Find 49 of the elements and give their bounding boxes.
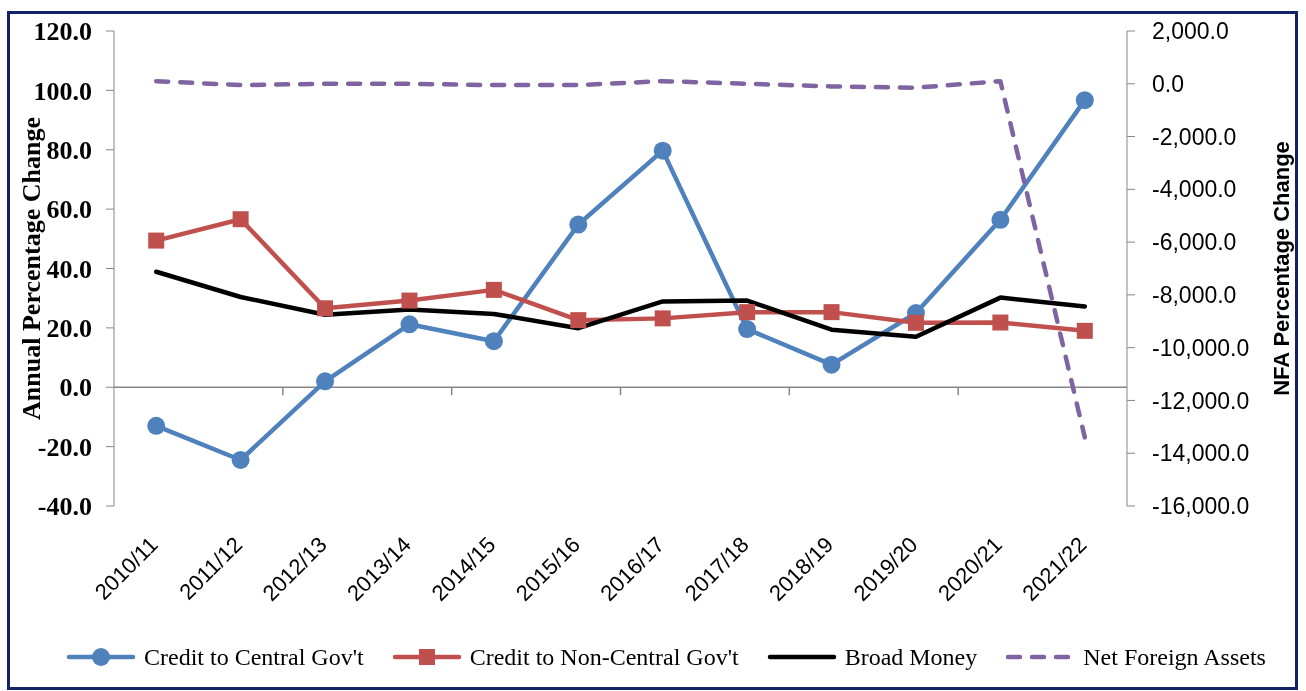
point [653,141,672,160]
point [822,355,841,374]
y-tick-label: 60.0 [46,195,92,225]
point [823,304,840,321]
point [992,314,1009,331]
y-tick-label: 0.0 [59,373,92,403]
y2-tick-label: -12,000.0 [1152,387,1250,414]
y-tick-label: 80.0 [46,135,92,165]
y2-tick-label: 2,000.0 [1152,18,1229,45]
point [147,416,166,435]
point [569,215,588,234]
y2-tick-label: -8,000.0 [1152,282,1237,309]
point [231,450,250,469]
point [654,310,671,327]
point [401,292,418,309]
point [485,281,502,298]
y2-axis-title: NFA Percentage Change [1268,141,1294,396]
point [484,332,503,351]
y-tick-label: 100.0 [33,76,92,106]
y2-tick-label: -16,000.0 [1152,493,1250,520]
point [1076,322,1093,339]
y-axis-title: Annual Percentage Change [16,117,46,420]
point [317,300,334,317]
point [907,314,924,331]
y-tick-label: -20.0 [37,432,92,462]
point [738,320,757,339]
point [400,315,419,334]
y2-tick-label: -6,000.0 [1152,229,1237,256]
y2-tick-label: -14,000.0 [1152,440,1250,467]
point [739,304,756,321]
y2-tick-label: 0.0 [1152,70,1184,97]
point [148,232,165,249]
point [1075,91,1094,110]
point [570,312,587,329]
legend-label: Credit to Central Gov't [144,643,364,671]
legend-label: Broad Money [844,643,978,671]
y-tick-label: -40.0 [37,492,92,522]
y-tick-label: 120.0 [33,17,92,47]
point [991,210,1010,229]
y-tick-label: 40.0 [46,254,92,284]
legend-label: Net Foreign Assets [1083,643,1266,671]
y-tick-label: 20.0 [46,314,92,344]
point [232,211,249,228]
legend-label: Credit to Non-Central Gov't [469,643,739,671]
point [316,372,335,391]
line-series [153,269,1088,340]
y2-tick-label: -2,000.0 [1152,123,1237,150]
y2-tick-label: -10,000.0 [1152,334,1250,361]
y2-tick-label: -4,000.0 [1152,176,1237,203]
